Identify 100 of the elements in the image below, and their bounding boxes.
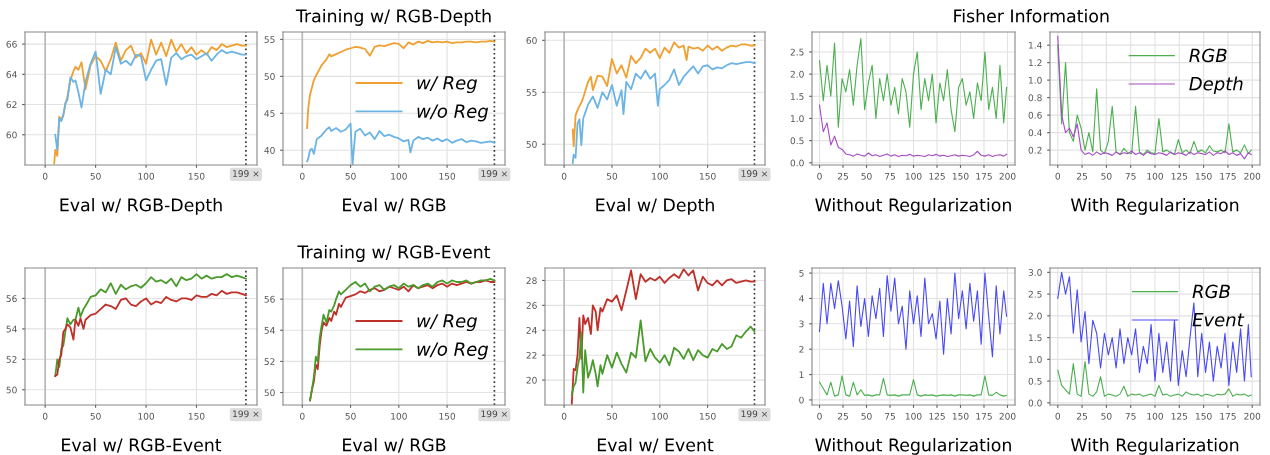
line-series — [818, 375, 1008, 397]
x-tick-label: 75 — [1125, 172, 1136, 180]
x-tick-label: 200 — [1244, 412, 1261, 420]
line-series — [570, 319, 756, 396]
y-tick-label: 0.2 — [1028, 146, 1042, 154]
x-tick-label: 100 — [138, 412, 155, 420]
x-tick-label: 0 — [817, 172, 822, 180]
y-tick-label: 1.0 — [1029, 356, 1042, 363]
y-tick-label: 2.0 — [790, 70, 804, 78]
ref-line-label: 199 × — [481, 170, 507, 177]
legend-label: w/o Reg — [417, 342, 489, 360]
chart-title: Training w/ RGB-Depth — [295, 9, 491, 26]
y-tick-label: 0.5 — [790, 137, 804, 145]
x-tick-label: 25 — [1077, 172, 1088, 180]
x-tick-label: 25 — [837, 412, 848, 420]
x-tick-label: 125 — [929, 412, 945, 420]
line-series — [1057, 271, 1252, 386]
x-tick-label: 50 — [861, 412, 872, 420]
y-tick-label: 2.0 — [1028, 312, 1042, 320]
x-tick-label: 200 — [1244, 172, 1261, 180]
line-series — [54, 273, 247, 377]
x-tick-label: 150 — [952, 172, 969, 180]
ref-line-label: 199 × — [481, 410, 507, 418]
x-tick-label: 150 — [699, 172, 716, 180]
x-tick-label: 50 — [90, 412, 101, 420]
y-tick-label: 1.0 — [1029, 76, 1042, 84]
y-tick-label: 1 — [799, 371, 804, 378]
x-tick-label: 150 — [188, 412, 205, 420]
x-tick-label: 100 — [391, 172, 407, 180]
y-tick-label: 50 — [264, 73, 275, 80]
y-tick-label: 1.4 — [1029, 41, 1042, 49]
y-tick-label: 50 — [264, 389, 275, 397]
x-tick-label: 100 — [652, 412, 668, 420]
x-tick-label: 25 — [837, 172, 848, 180]
y-tick-label: 56 — [264, 295, 275, 303]
y-tick-label: 55 — [264, 36, 275, 43]
x-tick-label: 75 — [885, 412, 895, 420]
line-series — [571, 61, 756, 164]
line-series — [570, 268, 756, 405]
x-tick-label: 125 — [929, 172, 945, 180]
y-tick-label: 1.0 — [791, 115, 804, 123]
x-tick-label: 150 — [439, 412, 456, 420]
y-tick-label: 26 — [526, 302, 537, 309]
line-series — [306, 39, 496, 129]
x-tick-label: 125 — [1171, 172, 1188, 180]
x-tick-label: 50 — [345, 412, 356, 420]
ref-line-label: 199 × — [741, 410, 768, 418]
x-tick-label: 100 — [1147, 412, 1164, 420]
line-series — [818, 38, 1008, 133]
ref-line-label: 199 × — [741, 170, 768, 177]
x-tick-label: 100 — [1147, 172, 1164, 180]
x-tick-label: 50 — [606, 172, 618, 180]
x-tick-label: 150 — [188, 172, 205, 180]
x-tick-label: 75 — [885, 172, 895, 180]
y-tick-label: 45 — [264, 110, 275, 117]
x-tick-label: 150 — [1195, 172, 1212, 180]
line-series — [53, 38, 247, 165]
x-tick-label: 50 — [606, 412, 618, 420]
x-tick-label: 25 — [1077, 412, 1088, 420]
x-axis-title: Eval w/ Event — [597, 438, 714, 453]
y-tick-label: 54 — [264, 327, 275, 334]
line-series — [54, 46, 247, 151]
y-tick-label: 1.5 — [1029, 334, 1042, 342]
x-tick-label: 0 — [1055, 172, 1061, 180]
y-tick-label: 2 — [799, 345, 804, 353]
y-tick-label: 52 — [264, 358, 275, 365]
x-axis-title: Without Regularization — [815, 198, 1011, 215]
x-axis-title: With Regularization — [1070, 198, 1239, 215]
y-tick-label: 0.0 — [790, 159, 804, 167]
y-tick-label: 0.5 — [1028, 377, 1042, 385]
x-axis-title: Eval w/ RGB — [343, 438, 446, 453]
line-series — [571, 41, 756, 148]
x-tick-label: 50 — [1101, 412, 1112, 420]
x-tick-label: 75 — [1125, 412, 1136, 420]
x-axis-title: Eval w/ RGB — [343, 198, 446, 213]
x-axis-title: Eval w/ RGB-Depth — [60, 198, 222, 215]
x-tick-label: 150 — [952, 412, 969, 420]
x-tick-label: 100 — [905, 412, 922, 420]
x-tick-label: 175 — [976, 172, 992, 180]
y-tick-label: 22 — [526, 351, 537, 359]
y-tick-label: 55 — [526, 89, 537, 96]
x-axis-title: Without Regularization — [815, 438, 1011, 455]
x-tick-label: 200 — [999, 172, 1016, 180]
legend-label: Event — [1192, 313, 1245, 327]
y-tick-label: 2.5 — [1028, 290, 1042, 298]
y-tick-label: 56 — [6, 295, 17, 302]
y-tick-label: 40 — [264, 146, 275, 154]
legend-label: w/o Reg — [417, 104, 489, 122]
y-tick-label: 2.5 — [790, 48, 804, 56]
y-tick-label: 0 — [799, 396, 804, 404]
ref-line-label: 199 × — [233, 410, 259, 418]
y-tick-label: 20 — [526, 376, 537, 384]
legend-label: Depth — [1189, 76, 1243, 95]
x-tick-label: 0 — [561, 412, 567, 420]
y-tick-label: 3 — [799, 320, 804, 328]
x-tick-label: 100 — [905, 172, 922, 180]
line-series — [818, 104, 1008, 158]
x-tick-label: 50 — [1101, 172, 1112, 180]
y-tick-label: 60 — [526, 37, 537, 44]
x-tick-label: 150 — [699, 412, 716, 420]
